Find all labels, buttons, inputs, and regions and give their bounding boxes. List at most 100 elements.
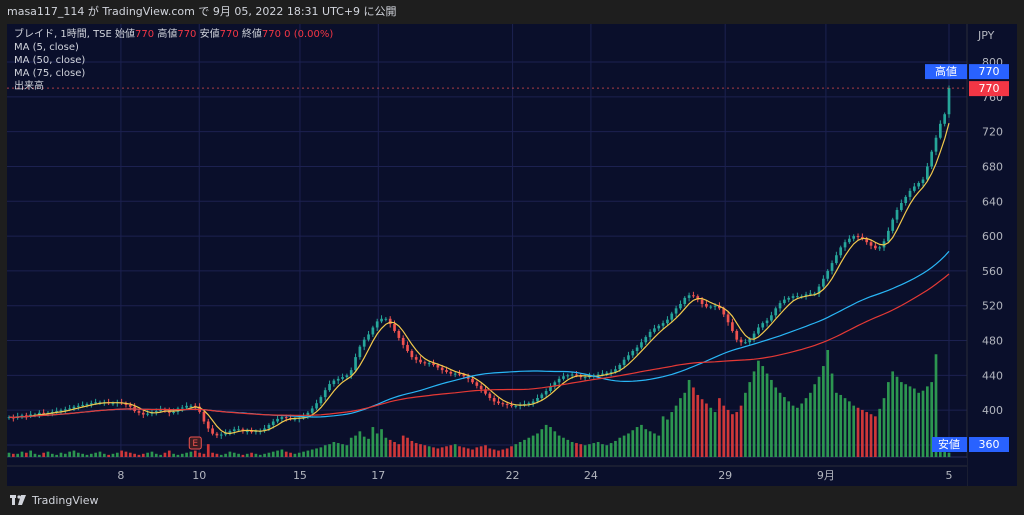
candle-body [89, 403, 93, 405]
volume-bar [735, 412, 739, 457]
chart-frame[interactable]: JPY800760720680640600560520480440400360 … [7, 24, 1017, 486]
volume-bar [575, 443, 578, 457]
tradingview-brand[interactable]: TradingView [10, 486, 98, 515]
volume-bar [185, 452, 188, 457]
candle-body [696, 296, 700, 300]
candle-body [661, 323, 665, 326]
price-tick-label: 560 [982, 265, 1003, 278]
time-tick-label: 22 [506, 469, 520, 482]
volume-bar [692, 387, 695, 457]
volume-bar [375, 433, 379, 457]
time-tick-label: 15 [293, 469, 307, 482]
volume-bar [176, 454, 180, 457]
candle-body [648, 331, 652, 338]
volume-bar [947, 452, 951, 457]
candle-body [367, 334, 370, 340]
high-tag-value: 770 [979, 65, 1000, 78]
volume-bar [631, 430, 635, 457]
volume-bar [679, 398, 682, 457]
price-tick-label: 520 [982, 300, 1003, 313]
volume-bar [848, 401, 851, 457]
candle-body [310, 408, 314, 413]
ma75-legend[interactable]: MA (75, close) [14, 68, 86, 79]
candle-body [414, 357, 418, 360]
candle-body [861, 236, 864, 239]
candle-body [670, 313, 674, 320]
volume-bar [856, 407, 860, 457]
volume-bar [874, 416, 877, 457]
volume-bar [133, 453, 136, 457]
volume-bar [809, 392, 812, 457]
candle-body [557, 378, 561, 383]
candle-body [345, 375, 349, 378]
volume-bar [432, 447, 435, 457]
price-axis[interactable]: JPY800760720680640600560520480440400360 [966, 24, 1017, 486]
volume-bar [414, 443, 418, 457]
ma50-legend[interactable]: MA (50, close) [14, 55, 86, 66]
candle-body [843, 242, 847, 248]
volume-bar [887, 382, 890, 457]
candle-body [666, 319, 669, 324]
candle-body [570, 374, 574, 376]
bottom-bar: TradingView [0, 486, 1024, 515]
candle-body [856, 236, 860, 238]
time-axis[interactable]: 8 10 15 17 22 24 29 9月 5 [7, 458, 967, 486]
tradingview-logo-icon [10, 495, 26, 505]
candle-body [271, 421, 275, 425]
candle-body [722, 308, 726, 315]
publish-info: masa117_114 が TradingView.com で 9月 05, 2… [7, 5, 397, 18]
candle-body [380, 318, 383, 322]
volume-bar [371, 427, 375, 457]
volume-bar [757, 360, 760, 457]
candle-body [501, 403, 505, 405]
candle-body [744, 342, 747, 344]
ma75-line [8, 273, 950, 419]
volume-bar [211, 452, 214, 457]
candle-body [315, 403, 318, 409]
volume-bar [618, 437, 622, 457]
ma5-legend[interactable]: MA (5, close) [14, 42, 79, 53]
volume-bar [900, 382, 903, 457]
candle-body [436, 364, 440, 368]
candle-body [375, 321, 379, 328]
time-tick-label: 9月 [817, 469, 835, 482]
candle-body [388, 318, 392, 325]
volume-bar [557, 435, 561, 457]
low-value: 770 [219, 29, 239, 40]
candle-body [445, 370, 448, 372]
volume-bar [934, 354, 938, 457]
volume-bar [137, 454, 141, 457]
volume-bar [440, 447, 444, 457]
price-tick-label: 480 [982, 335, 1003, 348]
candle-body [614, 369, 617, 372]
candle-body [865, 238, 869, 243]
candle-body [796, 296, 799, 298]
candle-body [371, 327, 375, 335]
volume-bar [705, 403, 708, 457]
volume-bar [159, 454, 162, 457]
earnings-marker[interactable]: E [188, 436, 202, 450]
price-chart[interactable]: JPY800760720680640600560520480440400360 … [7, 24, 1017, 486]
volume-bar [657, 435, 661, 457]
candle-body [505, 404, 509, 406]
volume-bar [748, 382, 752, 457]
volume-bar [770, 379, 773, 457]
candle-body [943, 114, 947, 124]
volume-bar [739, 405, 743, 457]
candle-body [332, 380, 336, 385]
candle-body [358, 346, 362, 358]
volume-bar [791, 405, 795, 457]
volume-legend[interactable]: 出来高 [14, 81, 44, 92]
candle-body [895, 209, 899, 220]
candle-body [787, 297, 791, 300]
candle-body [206, 421, 210, 429]
volume-bar [471, 449, 474, 457]
volume-bar [943, 451, 947, 457]
volume-bar [930, 382, 934, 457]
price-tick-label: 600 [982, 230, 1003, 243]
volume-bar [349, 437, 353, 457]
time-tick-label: 24 [584, 469, 598, 482]
candle-body [172, 411, 175, 413]
volume-bars [7, 350, 951, 457]
candle-body [878, 247, 882, 249]
